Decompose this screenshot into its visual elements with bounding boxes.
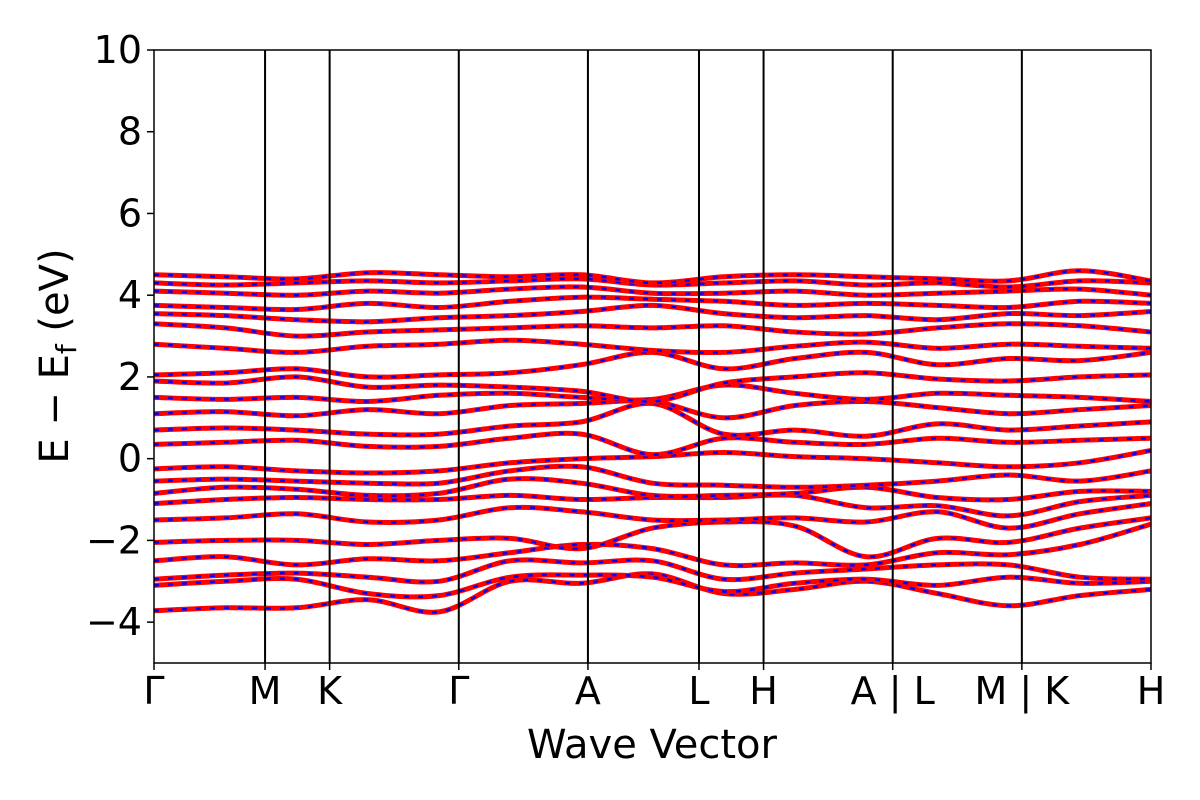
band-spin-up-16	[154, 337, 1151, 356]
y-tick-label-1: −2	[86, 518, 142, 562]
x-tick-label-9: H	[1137, 669, 1166, 713]
band-spin-up-17	[154, 321, 1151, 339]
kpoint-lines	[264, 50, 1023, 663]
band-spin-down-1	[154, 573, 1151, 599]
y-tick-label-5: 6	[118, 191, 142, 235]
band-spin-up-20	[154, 284, 1151, 298]
x-tick-label-0: Γ	[143, 669, 164, 713]
band-spin-down-2	[154, 558, 1151, 584]
band-spin-up-19	[154, 294, 1151, 313]
y-axis-title: E − Ef (eV)	[32, 248, 83, 463]
y-tick-label-6: 8	[118, 110, 142, 154]
x-tick-label-6: H	[749, 669, 778, 713]
y-axis-title-main: E − E	[32, 354, 78, 464]
band-spin-up-7	[154, 476, 1151, 503]
x-axis-title: Wave Vector	[527, 722, 778, 768]
band-spin-down-0	[154, 572, 1151, 614]
band-spin-up-3	[154, 521, 1151, 569]
band-spin-up-5	[154, 501, 1151, 531]
band-spin-up-18	[154, 302, 1151, 325]
x-tick-label-1: M	[249, 669, 282, 713]
band-spin-up-14	[154, 370, 1151, 405]
band-spin-up-22	[154, 268, 1151, 286]
band-spin-up-4	[154, 515, 1151, 560]
band-spin-down-15	[154, 351, 1151, 379]
y-tick-label-4: 4	[118, 273, 142, 317]
plot-frame	[153, 49, 1152, 664]
band-spin-up-15	[154, 349, 1151, 380]
bands-layer	[154, 268, 1151, 615]
y-tick-label-7: 10	[94, 28, 142, 72]
x-tick-label-7: A | L	[851, 669, 935, 714]
y-axis-title-subscript: f	[50, 343, 83, 354]
y-tick-label-3: 2	[118, 355, 142, 399]
y-axis: −4 −2 0 2 4 6 8 10	[86, 28, 154, 644]
x-tick-label-8: M | K	[975, 669, 1071, 714]
x-tick-label-3: Γ	[448, 669, 469, 713]
x-tick-label-2: K	[317, 669, 343, 713]
x-tick-label-5: L	[688, 669, 709, 713]
band-spin-up-8	[154, 463, 1151, 490]
band-spin-up-10	[154, 430, 1151, 458]
y-axis-title-unit: (eV)	[32, 248, 78, 344]
band-spin-up-11	[154, 400, 1151, 439]
x-tick-label-4: A	[575, 669, 601, 713]
y-tick-label-0: −4	[86, 600, 142, 644]
band-spin-down-11	[154, 402, 1151, 438]
y-tick-label-2: 0	[118, 437, 142, 481]
band-spin-down-10	[154, 432, 1151, 456]
